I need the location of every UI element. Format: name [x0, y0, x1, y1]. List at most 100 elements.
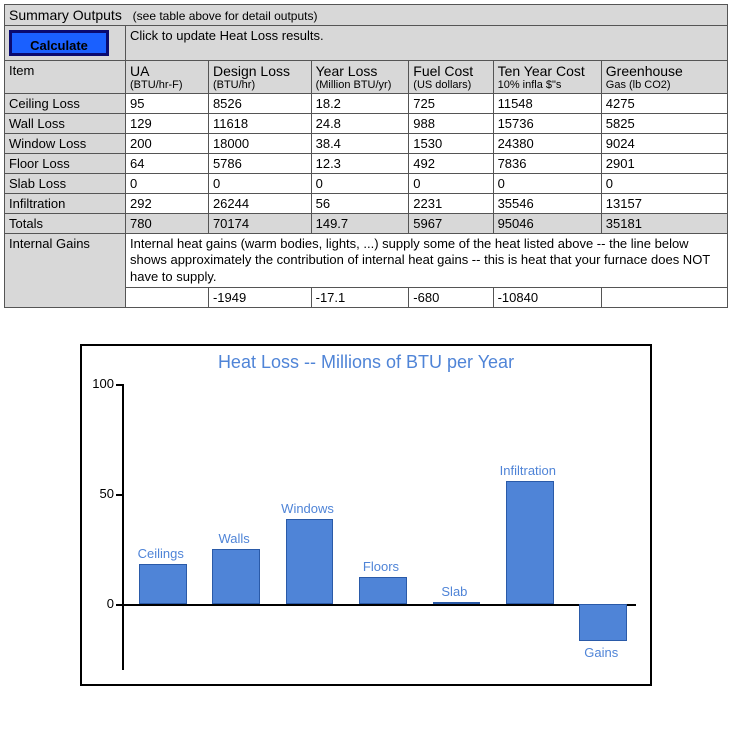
cell-year: 0: [311, 174, 409, 194]
col-header-item: Item: [5, 61, 126, 94]
cell-ua: 200: [126, 134, 209, 154]
y-tick: [116, 604, 122, 606]
cell-item: Floor Loss: [5, 154, 126, 174]
table-row: Floor Loss64578612.349278362901: [5, 154, 728, 174]
summary-title-cell: Summary Outputs (see table above for det…: [5, 5, 728, 26]
cell-fuel: 725: [409, 94, 493, 114]
cell-item: Slab Loss: [5, 174, 126, 194]
summary-subtitle: (see table above for detail outputs): [133, 9, 318, 23]
cell-fuel: 1530: [409, 134, 493, 154]
y-tick-label: 100: [88, 376, 114, 391]
chart-bar: [579, 604, 627, 642]
chart-bar-label: Floors: [344, 559, 417, 574]
summary-output-table: Summary Outputs (see table above for det…: [4, 4, 728, 308]
calculate-button[interactable]: Calculate: [9, 30, 109, 56]
gains-ua: [126, 287, 209, 307]
cell-design: 5786: [208, 154, 311, 174]
cell-item: Wall Loss: [5, 114, 126, 134]
gains-year: -17.1: [311, 287, 409, 307]
cell-ten: 7836: [493, 154, 601, 174]
cell-item: Infiltration: [5, 194, 126, 214]
table-row: Wall Loss1291161824.8988157365825: [5, 114, 728, 134]
cell-fuel: 988: [409, 114, 493, 134]
cell-ua: 0: [126, 174, 209, 194]
cell-ten: 35546: [493, 194, 601, 214]
cell-year: 24.8: [311, 114, 409, 134]
y-tick-label: 0: [88, 596, 114, 611]
totals-ten: 95046: [493, 214, 601, 234]
calc-button-cell: Calculate: [5, 26, 126, 61]
cell-gas: 0: [601, 174, 727, 194]
chart-bar-label: Ceilings: [124, 546, 197, 561]
table-row: Infiltration292262445622313554613157: [5, 194, 728, 214]
totals-design: 70174: [208, 214, 311, 234]
x-axis-zero-line: [122, 604, 636, 606]
cell-ua: 129: [126, 114, 209, 134]
chart-bar-label: Walls: [197, 531, 270, 546]
cell-design: 0: [208, 174, 311, 194]
cell-fuel: 2231: [409, 194, 493, 214]
chart-bar: [433, 602, 481, 604]
y-axis: [122, 384, 124, 670]
chart-bar: [359, 577, 407, 604]
cell-ten: 24380: [493, 134, 601, 154]
cell-ua: 64: [126, 154, 209, 174]
cell-ua: 95: [126, 94, 209, 114]
cell-gas: 9024: [601, 134, 727, 154]
heat-loss-chart: Heat Loss -- Millions of BTU per Year 10…: [80, 344, 652, 686]
cell-gas: 5825: [601, 114, 727, 134]
totals-ua: 780: [126, 214, 209, 234]
col-header-year: Year Loss (Million BTU/yr): [311, 61, 409, 94]
cell-ten: 0: [493, 174, 601, 194]
cell-year: 38.4: [311, 134, 409, 154]
chart-bar: [139, 564, 187, 604]
gains-ten: -10840: [493, 287, 601, 307]
cell-design: 26244: [208, 194, 311, 214]
chart-bar-label: Slab: [418, 584, 491, 599]
cell-gas: 13157: [601, 194, 727, 214]
cell-item: Ceiling Loss: [5, 94, 126, 114]
cell-ten: 11548: [493, 94, 601, 114]
internal-gains-label: Internal Gains: [5, 234, 126, 308]
table-row: Ceiling Loss95852618.2725115484275: [5, 94, 728, 114]
totals-label: Totals: [5, 214, 126, 234]
chart-bar-label: Gains: [565, 645, 638, 660]
col-header-fuel: Fuel Cost (US dollars): [409, 61, 493, 94]
gains-gas: [601, 287, 727, 307]
chart-bar-label: Infiltration: [491, 463, 564, 478]
cell-fuel: 492: [409, 154, 493, 174]
calc-instruction: Click to update Heat Loss results.: [126, 26, 728, 61]
col-header-design: Design Loss (BTU/hr): [208, 61, 311, 94]
cell-fuel: 0: [409, 174, 493, 194]
y-tick: [116, 384, 122, 386]
chart-plot-area: 100500CeilingsWallsWindowsFloorsSlabInfi…: [122, 384, 636, 670]
table-row: Slab Loss000000: [5, 174, 728, 194]
chart-title: Heat Loss -- Millions of BTU per Year: [82, 352, 650, 373]
table-row: Window Loss2001800038.41530243809024: [5, 134, 728, 154]
summary-title: Summary Outputs: [9, 7, 122, 23]
cell-year: 18.2: [311, 94, 409, 114]
y-tick-label: 50: [88, 486, 114, 501]
internal-gains-text: Internal heat gains (warm bodies, lights…: [126, 234, 728, 288]
cell-ua: 292: [126, 194, 209, 214]
gains-design: -1949: [208, 287, 311, 307]
chart-bar: [506, 481, 554, 604]
col-header-ten: Ten Year Cost 10% infla $"s: [493, 61, 601, 94]
cell-design: 18000: [208, 134, 311, 154]
gains-fuel: -680: [409, 287, 493, 307]
chart-bar: [212, 549, 260, 604]
cell-year: 56: [311, 194, 409, 214]
y-tick: [116, 494, 122, 496]
cell-design: 11618: [208, 114, 311, 134]
totals-gas: 35181: [601, 214, 727, 234]
cell-year: 12.3: [311, 154, 409, 174]
cell-item: Window Loss: [5, 134, 126, 154]
totals-fuel: 5967: [409, 214, 493, 234]
chart-bar: [286, 519, 334, 603]
col-header-gas: Greenhouse Gas (lb CO2): [601, 61, 727, 94]
chart-bar-label: Windows: [271, 501, 344, 516]
cell-gas: 2901: [601, 154, 727, 174]
cell-gas: 4275: [601, 94, 727, 114]
col-header-ua: UA (BTU/hr-F): [126, 61, 209, 94]
cell-design: 8526: [208, 94, 311, 114]
